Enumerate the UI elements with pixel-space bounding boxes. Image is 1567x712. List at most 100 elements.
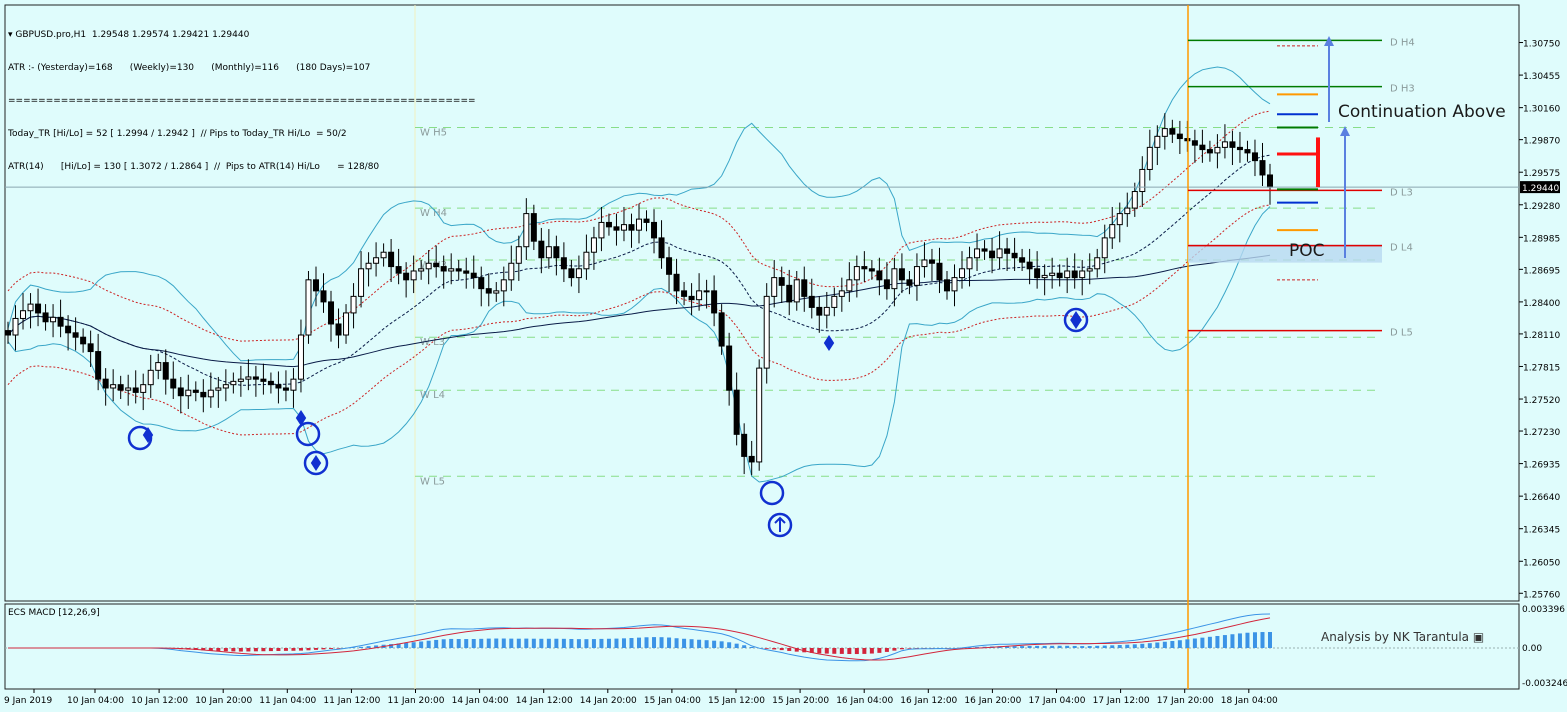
candle-body xyxy=(891,268,898,290)
candle-body xyxy=(410,270,417,281)
candle-body xyxy=(605,221,612,228)
macd-histogram-bar xyxy=(509,638,514,648)
price-tick-label: 1.28110 xyxy=(1523,331,1560,341)
macd-histogram-bar xyxy=(1117,645,1122,648)
candle-body xyxy=(1169,128,1176,135)
macd-tick-label: 0.00 xyxy=(1522,644,1542,654)
candle-body xyxy=(673,273,680,292)
candle-body xyxy=(215,387,222,391)
candle-body xyxy=(831,295,838,308)
candle-body xyxy=(748,455,755,463)
candle-body xyxy=(155,362,162,371)
time-tick-label: 10 Jan 12:00 xyxy=(131,696,188,706)
macd-histogram-bar xyxy=(779,648,784,651)
macd-histogram-bar xyxy=(261,648,266,652)
candle-body xyxy=(560,257,567,270)
time-tick-label: 16 Jan 12:00 xyxy=(900,696,957,706)
signal-circle xyxy=(1063,307,1089,333)
macd-histogram-bar xyxy=(629,638,634,648)
candle-body xyxy=(245,376,252,380)
time-tick-label: 11 Jan 20:00 xyxy=(388,696,445,706)
macd-histogram-bar xyxy=(441,639,446,648)
candle-body xyxy=(1154,135,1161,148)
macd-histogram-bar xyxy=(1155,642,1160,648)
candle-body xyxy=(718,312,725,347)
price-tick-label: 1.30455 xyxy=(1523,72,1560,82)
time-tick-label: 15 Jan 12:00 xyxy=(708,696,765,706)
candle-body xyxy=(816,306,823,316)
macd-histogram-bar xyxy=(223,648,228,652)
macd-histogram-bar xyxy=(471,638,476,648)
macd-histogram-bar xyxy=(321,648,326,650)
macd-histogram-bar xyxy=(599,638,604,648)
macd-histogram-bar xyxy=(576,639,581,648)
time-tick-label: 14 Jan 20:00 xyxy=(580,696,637,706)
macd-histogram-bar xyxy=(584,639,589,648)
candle-body xyxy=(470,272,477,279)
macd-histogram-bar xyxy=(546,638,551,648)
candle-body xyxy=(651,221,658,239)
macd-histogram-bar xyxy=(268,648,273,652)
chart-header: ▾ GBPUSD.pro,H1 1.29548 1.29574 1.29421 … xyxy=(8,8,476,184)
candle-body xyxy=(921,259,928,268)
up-arrow-head xyxy=(1340,126,1350,136)
candle-body xyxy=(350,295,357,314)
candle-body xyxy=(861,266,868,270)
candle-body xyxy=(613,226,620,231)
candle-body xyxy=(590,237,597,253)
candle-body xyxy=(102,378,109,389)
signal-diamond xyxy=(142,427,154,443)
candle-body xyxy=(823,306,830,316)
candle-body xyxy=(696,290,703,301)
macd-histogram-bar xyxy=(877,648,882,653)
time-tick-label: 18 Jan 04:00 xyxy=(1221,696,1278,706)
candle-body xyxy=(906,279,913,286)
macd-histogram-bar xyxy=(1192,638,1197,648)
candle-body xyxy=(425,262,432,270)
macd-histogram-bar xyxy=(1035,645,1040,648)
candle-body xyxy=(898,268,905,281)
candle-body xyxy=(733,389,740,435)
candle-body xyxy=(192,389,199,393)
signal-circle xyxy=(303,450,329,476)
candle-body xyxy=(1244,149,1251,154)
candle-body xyxy=(1221,141,1228,148)
macd-histogram-bar xyxy=(644,637,649,648)
macd-histogram-bar xyxy=(366,646,371,648)
macd-histogram-bar xyxy=(869,648,874,654)
macd-histogram-bar xyxy=(1245,632,1250,648)
time-tick-label: 10 Jan 20:00 xyxy=(195,696,252,706)
candle-body xyxy=(1019,257,1026,263)
chart-symbol-line: ▾ GBPUSD.pro,H1 1.29548 1.29574 1.29421 … xyxy=(8,30,476,41)
macd-histogram-bar xyxy=(734,643,739,648)
candle-body xyxy=(553,246,560,259)
macd-histogram-bar xyxy=(404,642,409,648)
macd-histogram-bar xyxy=(1132,644,1137,648)
candle-body xyxy=(358,268,365,297)
macd-histogram-bar xyxy=(1125,644,1130,648)
candle-body xyxy=(222,384,229,389)
candle-body xyxy=(530,213,537,242)
price-tick-label: 1.27520 xyxy=(1523,396,1560,406)
candle-body xyxy=(1116,213,1123,226)
weekly-level-label: W L5 xyxy=(420,476,445,487)
candle-body xyxy=(793,279,800,303)
collapse-triangle-icon[interactable]: ▾ xyxy=(8,30,16,40)
candle-body xyxy=(500,279,507,292)
candle-body xyxy=(666,257,673,275)
macd-histogram-bar xyxy=(1110,645,1115,648)
macd-histogram-bar xyxy=(667,637,672,648)
candle-body xyxy=(853,266,860,281)
macd-histogram-bar xyxy=(1012,646,1017,648)
candle-body xyxy=(230,380,237,386)
envelope-lower xyxy=(7,204,1271,436)
candle-body xyxy=(786,284,793,303)
up-arrow-icon xyxy=(774,516,786,532)
macd-histogram-bar xyxy=(201,648,206,651)
candle-body xyxy=(711,290,718,314)
candle-body xyxy=(1064,270,1071,279)
macd-histogram-bar xyxy=(531,638,536,648)
candle-body xyxy=(252,376,259,380)
macd-histogram-bar xyxy=(1072,645,1077,648)
candle-body xyxy=(290,378,297,391)
